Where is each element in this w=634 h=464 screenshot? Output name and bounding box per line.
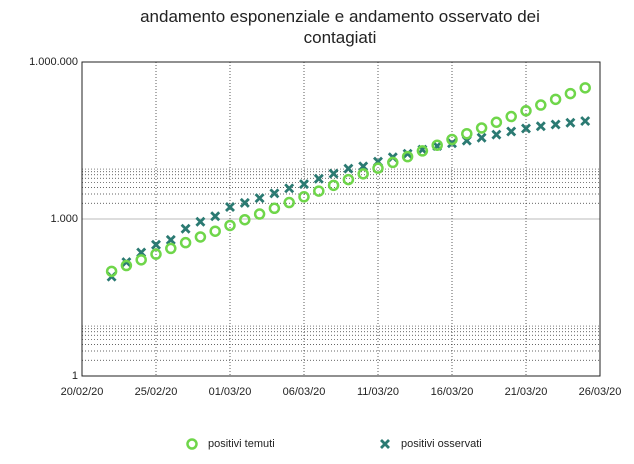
point <box>565 117 576 128</box>
point <box>505 110 517 123</box>
point <box>579 82 591 94</box>
point <box>224 219 236 232</box>
point <box>535 99 547 111</box>
point <box>564 87 577 100</box>
point <box>313 185 325 197</box>
point <box>343 163 354 174</box>
x-tick-label: 16/03/20 <box>431 386 474 398</box>
point <box>313 173 324 184</box>
legend-label: positivi osservati <box>401 438 482 450</box>
point <box>580 116 591 127</box>
point <box>225 202 235 213</box>
plot-frame <box>81 61 601 377</box>
x-tick-label: 26/03/20 <box>579 386 622 398</box>
point <box>461 127 473 140</box>
point <box>120 259 133 272</box>
point <box>239 197 250 208</box>
point <box>150 248 162 260</box>
point <box>268 202 281 215</box>
point <box>239 213 251 226</box>
legend-marker <box>380 439 390 449</box>
point <box>298 191 310 203</box>
point <box>165 234 176 245</box>
point <box>195 216 206 227</box>
point <box>520 105 532 117</box>
point <box>269 188 280 199</box>
point <box>180 223 191 234</box>
y-tick-label: 1.000.000 <box>29 56 78 68</box>
point <box>416 145 429 157</box>
point <box>179 236 192 249</box>
point <box>402 148 413 159</box>
point <box>254 193 265 204</box>
point <box>328 168 339 179</box>
point <box>506 126 517 137</box>
point <box>327 179 340 192</box>
point <box>284 183 295 194</box>
legend-marker <box>186 438 198 450</box>
point <box>550 119 561 130</box>
point <box>135 254 147 266</box>
point <box>283 196 295 209</box>
point <box>476 132 487 143</box>
point <box>401 150 414 163</box>
x-tick-label: 25/02/20 <box>135 386 178 398</box>
point <box>151 239 161 250</box>
point <box>105 265 118 278</box>
y-tick-label: 1 <box>72 370 78 382</box>
point <box>299 179 309 190</box>
point <box>549 93 562 106</box>
x-tick-label: 21/03/20 <box>505 386 548 398</box>
point <box>475 122 488 134</box>
point <box>209 225 221 237</box>
legend-label: positivi temuti <box>208 438 275 450</box>
point <box>446 133 458 146</box>
x-tick-label: 11/03/20 <box>357 386 399 398</box>
point <box>210 211 221 222</box>
x-tick-label: 01/03/20 <box>209 386 252 398</box>
point <box>194 231 207 243</box>
point <box>372 162 384 174</box>
x-tick-label: 20/02/20 <box>61 386 104 398</box>
y-tick-label: 1.000 <box>50 213 78 225</box>
point <box>253 208 266 220</box>
point <box>431 139 443 151</box>
point <box>535 121 546 132</box>
point <box>521 123 531 134</box>
point <box>490 116 503 129</box>
point <box>165 242 177 255</box>
point <box>491 129 502 140</box>
point <box>342 173 355 186</box>
chart-title: andamento esponenziale e andamento osser… <box>140 7 540 47</box>
point <box>387 156 399 169</box>
x-tick-label: 06/03/20 <box>283 386 326 398</box>
point <box>357 168 369 180</box>
